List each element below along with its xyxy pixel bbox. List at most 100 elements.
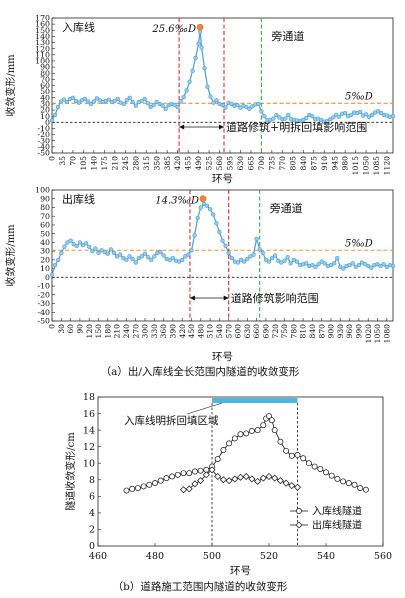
data-point bbox=[96, 250, 101, 256]
data-point bbox=[142, 96, 147, 102]
threshold-label: 5‰D bbox=[345, 91, 373, 102]
data-point bbox=[269, 255, 275, 261]
y-tick-label: -30 bbox=[37, 299, 50, 308]
data-point bbox=[49, 118, 55, 123]
data-point bbox=[348, 112, 354, 118]
x-tick-label: 630 bbox=[243, 324, 252, 339]
data-point bbox=[169, 473, 176, 480]
y-axis-label: 收敛变形/mm bbox=[4, 224, 17, 287]
x-tick-label: 35 bbox=[58, 156, 67, 166]
data-point bbox=[160, 103, 165, 108]
x-tick-label: 690 bbox=[262, 324, 271, 339]
legend-marker bbox=[295, 521, 303, 529]
x-tick-label: 500 bbox=[203, 551, 221, 562]
data-point bbox=[350, 261, 355, 266]
data-point bbox=[151, 102, 156, 108]
data-point bbox=[207, 207, 213, 212]
data-point bbox=[235, 102, 240, 108]
peak-point bbox=[196, 23, 204, 31]
data-point bbox=[217, 229, 222, 235]
data-point bbox=[304, 115, 309, 121]
data-point bbox=[369, 112, 375, 118]
x-tick-label: 175 bbox=[100, 156, 109, 171]
data-point bbox=[283, 116, 288, 121]
y-tick-label: 6 bbox=[89, 492, 95, 503]
data-point bbox=[85, 99, 91, 104]
y-tick-label: 160 bbox=[35, 20, 50, 29]
y-tick-label: 60 bbox=[40, 221, 50, 230]
x-tick-label: 490 bbox=[194, 156, 203, 171]
data-point bbox=[76, 100, 82, 105]
data-point bbox=[149, 257, 154, 263]
data-point bbox=[56, 257, 61, 263]
x-tick-label: 780 bbox=[289, 324, 298, 339]
x-tick-label: 1120 bbox=[383, 156, 392, 175]
data-point bbox=[323, 469, 329, 476]
x-tick-label: 900 bbox=[327, 324, 336, 339]
data-point bbox=[133, 103, 138, 108]
y-tick-label: 20 bbox=[40, 106, 50, 115]
y-tick-label: 80 bbox=[40, 69, 50, 78]
x-tick-label: 840 bbox=[308, 324, 317, 339]
data-point bbox=[331, 261, 337, 266]
x-tick-label: 120 bbox=[85, 324, 94, 339]
y-tick-label: 100 bbox=[35, 57, 50, 66]
y-tick-label: 80 bbox=[40, 203, 50, 212]
range-label: 道路修筑+明拆回填影响范围 bbox=[226, 120, 367, 134]
data-point bbox=[184, 88, 189, 93]
data-point bbox=[369, 265, 374, 270]
data-point bbox=[68, 238, 73, 243]
data-point bbox=[87, 244, 92, 249]
x-tick-label: 630 bbox=[236, 156, 245, 171]
data-point bbox=[254, 427, 261, 434]
x-tick-label: 360 bbox=[159, 324, 168, 339]
data-point bbox=[390, 263, 396, 269]
data-point bbox=[271, 474, 279, 482]
data-point bbox=[248, 427, 255, 434]
data-point bbox=[192, 233, 197, 238]
x-tick-label: 770 bbox=[278, 156, 287, 171]
data-point bbox=[220, 102, 225, 108]
data-point bbox=[223, 243, 228, 249]
data-point bbox=[226, 440, 233, 447]
range-arrow-head-left bbox=[179, 124, 185, 130]
x-tick-label: 540 bbox=[215, 324, 224, 339]
data-point bbox=[180, 486, 187, 494]
data-point bbox=[288, 482, 296, 490]
data-point bbox=[259, 109, 264, 114]
data-point bbox=[294, 483, 301, 491]
threshold-label: 5‰D bbox=[345, 238, 373, 249]
x-tick-label: 480 bbox=[146, 551, 164, 562]
data-point bbox=[265, 472, 273, 480]
x-tick-label: 1080 bbox=[382, 324, 391, 343]
y-tick-label: -30 bbox=[37, 136, 50, 145]
data-point bbox=[180, 257, 185, 263]
data-point bbox=[214, 221, 219, 226]
data-point bbox=[357, 485, 364, 492]
plot-frame bbox=[97, 396, 384, 547]
data-point bbox=[163, 475, 170, 482]
y-tick-label: 30 bbox=[40, 247, 50, 256]
y-tick-label: -10 bbox=[37, 282, 50, 291]
data-point bbox=[260, 422, 267, 429]
x-tick-label: 330 bbox=[150, 324, 159, 339]
data-point bbox=[181, 95, 186, 100]
x-tick-label: 460 bbox=[89, 551, 107, 562]
y-tick-label: 130 bbox=[35, 38, 50, 47]
data-point bbox=[282, 479, 290, 487]
x-tick-label: 350 bbox=[152, 156, 161, 171]
data-point bbox=[197, 477, 205, 485]
plot-frame bbox=[51, 189, 394, 322]
y-tick-label: 10 bbox=[83, 458, 95, 469]
data-point bbox=[300, 455, 307, 462]
data-point bbox=[198, 205, 203, 210]
data-point bbox=[317, 466, 324, 472]
data-point bbox=[311, 463, 318, 470]
data-point bbox=[93, 246, 98, 251]
x-axis-label: 环号 bbox=[230, 565, 251, 577]
data-point bbox=[345, 480, 352, 487]
x-axis-label: 环号 bbox=[212, 173, 233, 185]
y-tick-label: 140 bbox=[35, 32, 50, 41]
data-point bbox=[254, 477, 262, 485]
